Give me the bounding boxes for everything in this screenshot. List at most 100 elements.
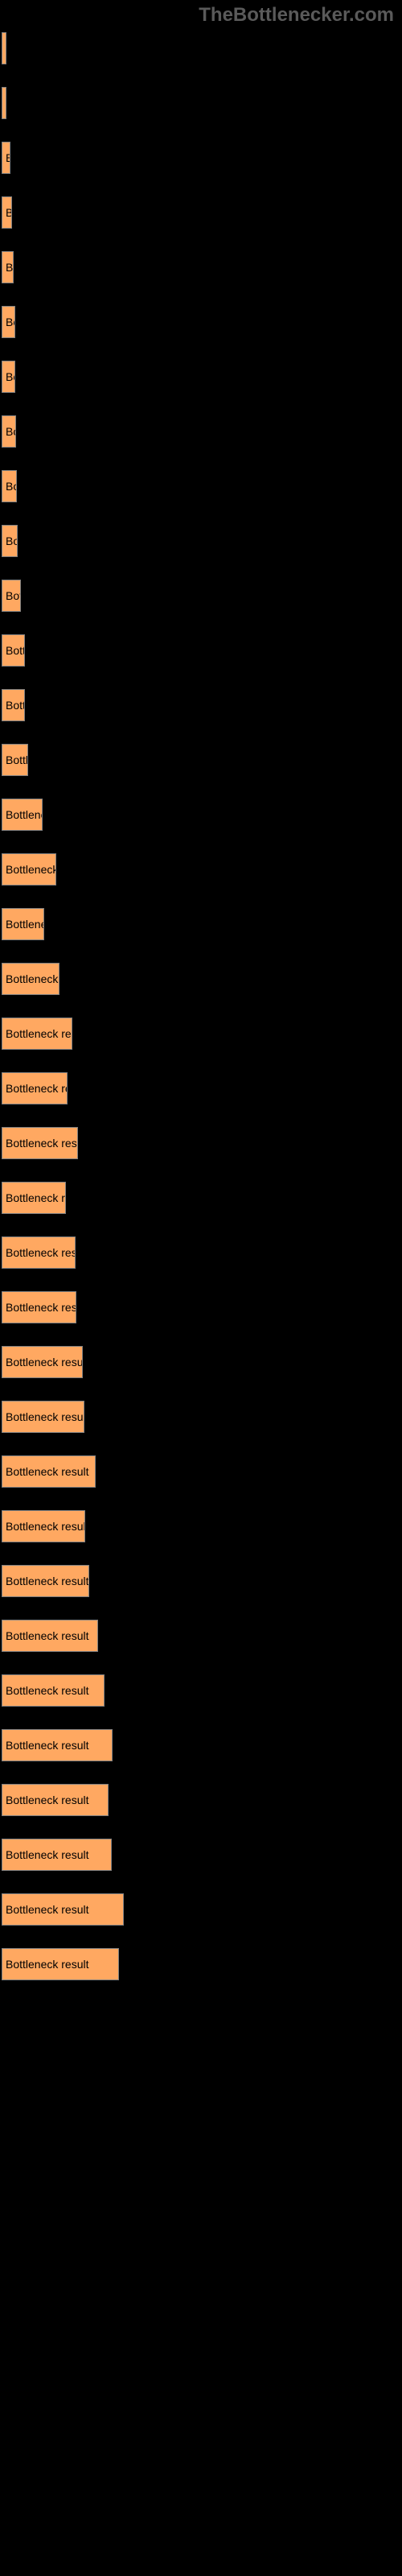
bar-row: Bottleneck result xyxy=(2,1346,402,1401)
bar-row: Bottleneck result xyxy=(2,1893,402,1948)
bar-row: Bottleneck result xyxy=(2,1018,402,1072)
bar-row: Bottleneck result xyxy=(2,196,402,251)
bar-label: Bottleneck result xyxy=(6,535,18,547)
bar-label: Bottleneck result xyxy=(6,1575,89,1587)
bar: Bottleneck result xyxy=(2,853,56,886)
bar: Bottleneck result xyxy=(2,1510,85,1542)
bar-row: Bottleneck result xyxy=(2,1839,402,1893)
bar-row: Bottleneck result xyxy=(2,1455,402,1510)
bar-row: Bottleneck result xyxy=(2,525,402,580)
bar-label: Bottleneck result xyxy=(6,1684,89,1697)
bar: Bottleneck result xyxy=(2,799,43,831)
bar-row: Bottleneck result xyxy=(2,799,402,853)
bar-label: Bottleneck result xyxy=(6,644,25,657)
bar: Bottleneck result xyxy=(2,1620,98,1652)
bar-label: Bottleneck result xyxy=(6,972,59,985)
bar-label: Bottleneck result xyxy=(6,261,14,274)
watermark-text: TheBottlenecker.com xyxy=(199,4,394,27)
bar-label: Bottleneck result xyxy=(6,699,25,712)
bar: Bottleneck result xyxy=(2,196,12,229)
bar: Bottleneck result xyxy=(2,1674,105,1707)
bar-row: Bottleneck result xyxy=(2,1729,402,1784)
bar-row: Bottleneck result xyxy=(2,1620,402,1674)
bar-chart: Bottleneck result Bottleneck result Bottle… xyxy=(0,0,402,2003)
bar: Bottleneck result xyxy=(2,415,16,448)
bar-label: Bottleneck result xyxy=(6,1082,68,1095)
bar-row: Bottleneck result xyxy=(2,32,402,87)
bar-label: Bottleneck result xyxy=(6,1629,89,1642)
bar-row: Bottleneck result xyxy=(2,634,402,689)
bar-label: Bottleneck result xyxy=(6,1410,84,1423)
bar-label: Bottleneck result xyxy=(6,1794,89,1806)
bar-label: Bottleneck result xyxy=(6,1191,66,1204)
bar: Bottleneck result xyxy=(2,689,25,721)
bar-row: Bottleneck result xyxy=(2,415,402,470)
bar-row: Bottleneck result xyxy=(2,689,402,744)
bar-row: Bottleneck result xyxy=(2,908,402,963)
bar-label: Bottleneck result xyxy=(6,1848,89,1861)
bar-row: Bottleneck result xyxy=(2,1127,402,1182)
bar: Bottleneck result xyxy=(2,1072,68,1104)
bar-row: Bottleneck result xyxy=(2,1510,402,1565)
bar-row: Bottleneck result xyxy=(2,1565,402,1620)
bar-label: Bottleneck result xyxy=(6,1137,78,1150)
bar-row: Bottleneck result xyxy=(2,361,402,415)
bar: Bottleneck result xyxy=(2,1018,72,1050)
bar-label: Bottleneck result xyxy=(6,1739,89,1752)
bar: Bottleneck result xyxy=(2,1729,113,1761)
bar: Bottleneck result xyxy=(2,361,15,393)
bar-label: Bottleneck result xyxy=(6,1903,89,1916)
bar-label: Bottleneck result xyxy=(6,589,21,602)
bar-label: Bottleneck result xyxy=(6,1301,76,1314)
bar-label: Bottleneck result xyxy=(6,808,43,821)
bar: Bottleneck result xyxy=(2,470,17,502)
bar: Bottleneck result xyxy=(2,1565,89,1597)
bar-label: Bottleneck result xyxy=(6,863,56,876)
bar-row: Bottleneck result xyxy=(2,1784,402,1839)
bar: Bottleneck result xyxy=(2,1839,112,1871)
bar: Bottleneck result xyxy=(2,744,28,776)
bar-label: Bottleneck result xyxy=(6,1465,89,1478)
bar: Bottleneck result xyxy=(2,525,18,557)
bar: Bottleneck result xyxy=(2,251,14,283)
bar: Bottleneck result xyxy=(2,1346,83,1378)
bar-label: Bottleneck result xyxy=(6,425,16,438)
bar-label: Bottleneck result xyxy=(6,151,10,164)
bar-label: Bottleneck result xyxy=(6,316,15,328)
bar-row: Bottleneck result xyxy=(2,1948,402,2003)
bar: Bottleneck result xyxy=(2,1948,119,1980)
bar: Bottleneck result xyxy=(2,1127,78,1159)
bar-row: Bottleneck result xyxy=(2,1674,402,1729)
bar-label: Bottleneck result xyxy=(6,1520,85,1533)
bar: Bottleneck result xyxy=(2,963,59,995)
bar-label: Bottleneck result xyxy=(6,1246,76,1259)
bar: Bottleneck result xyxy=(2,908,44,940)
bar: Bottleneck result xyxy=(2,1291,76,1323)
bar: Bottleneck result xyxy=(2,634,25,667)
bar: Bottleneck result xyxy=(2,87,6,119)
bar-row: Bottleneck result xyxy=(2,963,402,1018)
bar-row: Bottleneck result xyxy=(2,1291,402,1346)
bar-row: Bottleneck result xyxy=(2,251,402,306)
bar-row: Bottleneck result xyxy=(2,142,402,196)
bar-row: Bottleneck result xyxy=(2,470,402,525)
bar: Bottleneck result xyxy=(2,1182,66,1214)
bar-row: Bottleneck result xyxy=(2,1236,402,1291)
bar: Bottleneck result xyxy=(2,1455,96,1488)
bar: Bottleneck result xyxy=(2,1784,109,1816)
bar-row: Bottleneck result xyxy=(2,1072,402,1127)
bar-row: Bottleneck result xyxy=(2,744,402,799)
bar-label: Bottleneck result xyxy=(6,1958,89,1971)
bar-row: Bottleneck result xyxy=(2,853,402,908)
bar: Bottleneck result xyxy=(2,1401,84,1433)
bar-label: Bottleneck result xyxy=(6,1356,83,1368)
bar: Bottleneck result xyxy=(2,1236,76,1269)
bar-label: Bottleneck result xyxy=(6,206,12,219)
bar-row: Bottleneck result xyxy=(2,306,402,361)
bar-label: Bottleneck result xyxy=(6,753,28,766)
bar-row: Bottleneck result xyxy=(2,1182,402,1236)
bar: Bottleneck result xyxy=(2,1893,124,1926)
bar-label: Bottleneck result xyxy=(6,918,44,931)
bar: Bottleneck result xyxy=(2,306,15,338)
bar-row: Bottleneck result xyxy=(2,580,402,634)
